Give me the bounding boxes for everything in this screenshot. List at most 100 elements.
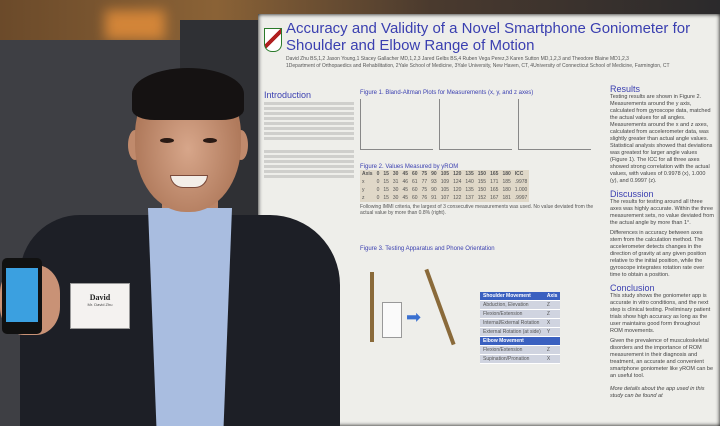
table-cell: 60: [412, 187, 418, 193]
table-cell: 120: [453, 187, 462, 193]
table-cell: 75: [421, 171, 428, 177]
figure2-note: Following IMMI criteria, the largest of …: [360, 204, 594, 216]
table-cell: 165: [490, 187, 499, 193]
results-heading: Results: [610, 84, 641, 94]
table-cell: 60: [412, 171, 418, 177]
arrow-right-icon: ➡: [406, 307, 422, 327]
movement-axis: Y: [543, 327, 561, 337]
movement-axis: X: [543, 354, 561, 364]
hair: [132, 68, 244, 120]
discussion-heading: Discussion: [610, 189, 654, 199]
university-crest-logo: [264, 28, 282, 52]
movement-label: Flexion/Extension: [480, 345, 544, 355]
table-cell: 155: [477, 179, 487, 185]
table-cell: 15: [383, 179, 389, 185]
name-badge: David Mr. David Zhu: [70, 283, 130, 329]
movement-axis: [543, 336, 561, 346]
introduction-heading: Introduction: [264, 90, 312, 100]
table-cell: 31: [392, 179, 399, 185]
table-cell: x: [362, 179, 365, 185]
table-row: y 0 15 30 45 60 75 90 105 120 135 150 165 180 1.000: [360, 186, 529, 194]
table-cell: 45: [402, 187, 409, 193]
table-cell: 181: [502, 195, 511, 201]
figure3-caption: Figure 3. Testing Apparatus and Phone Or…: [360, 246, 495, 252]
table-cell: 135: [465, 187, 474, 193]
table-cell: 107: [440, 195, 450, 201]
table-cell: z: [362, 195, 365, 201]
movement-axis-table: Shoulder Movement Axis Abduction, Elevatio…: [480, 292, 561, 364]
table-cell: ICC: [514, 171, 524, 177]
movement-label: Supination/Pronation: [480, 354, 544, 364]
right-column: Results Testing results are shown in Fig…: [610, 84, 714, 400]
table-cell: 75: [421, 187, 428, 193]
conclusion-text-2: Given the prevalence of musculoskeletal …: [610, 338, 714, 379]
poster-affiliations: 1Department of Orthopaedics and Rehabili…: [286, 63, 670, 69]
table-cell: 165: [490, 171, 499, 177]
figure2: Figure 2. Values Measured by yROM Axis 0 1…: [360, 164, 600, 216]
movement-label: Elbow Movement: [480, 336, 544, 346]
table-cell: 0: [376, 187, 380, 193]
movement-row: External Rotation (at side) Y: [480, 327, 561, 337]
phone-illustration: [382, 302, 402, 338]
movement-axis: Z: [543, 345, 561, 355]
movement-section-header: Shoulder Movement Axis: [480, 292, 561, 301]
bland-altman-plot-y: [439, 99, 512, 150]
movement-axis: Axis: [543, 292, 561, 301]
table-row: z 0 15 30 45 60 76 91 107 122 137 152 167 181.9997: [360, 194, 529, 202]
table-cell: 77: [421, 179, 428, 185]
dress-shirt: [148, 208, 232, 426]
movement-axis: Z: [543, 300, 561, 310]
table-cell: 105: [440, 171, 450, 177]
table-cell: .9997: [514, 195, 528, 201]
conclusion-heading: Conclusion: [610, 283, 655, 293]
table-cell: 15: [383, 195, 389, 201]
table-cell: 180: [502, 171, 511, 177]
movement-label: Abduction, Elevation: [480, 300, 544, 310]
movement-axis: X: [543, 318, 561, 328]
table-cell: 171: [490, 179, 499, 185]
table-cell: 124: [453, 179, 462, 185]
table-cell: y: [362, 187, 365, 193]
movement-label: Flexion/Extension: [480, 309, 544, 319]
table-cell: Axis: [362, 171, 373, 177]
table-cell: 0: [376, 171, 380, 177]
discussion-text-2: Differences in accuracy between axes ste…: [610, 230, 707, 278]
discussion-text: The results for testing around all three…: [610, 199, 714, 226]
table-cell: 1.000: [514, 187, 528, 193]
table-cell: 105: [440, 187, 450, 193]
table-cell: 61: [412, 179, 418, 185]
table-cell: 46: [402, 179, 409, 185]
ceiling-light: [105, 10, 165, 40]
table-cell: 137: [465, 195, 474, 201]
figure1: Figure 1. Bland-Altman Plots for Measure…: [360, 90, 600, 150]
table-cell: 93: [431, 179, 437, 185]
results-text: Testing results are shown in Figure 2. M…: [610, 94, 713, 184]
values-table: Axis 0 15 30 45 60 75 90 105 120 135 150 165 180 ICC x 0…: [360, 170, 530, 202]
table-cell: 91: [431, 195, 437, 201]
table-cell: 90: [431, 171, 437, 177]
testing-apparatus: [370, 272, 374, 342]
table-row: x 0 15 31 46 61 77 93 109 124 140 155 171 185.9978: [360, 178, 529, 186]
eye: [160, 138, 174, 143]
poster-authors: David Zhu BS,1,2 Jason Young,1 Stacey Ga…: [286, 56, 629, 62]
more-details-text: More details about the app used in this …: [610, 386, 705, 399]
table-cell: 135: [465, 171, 474, 177]
movement-row: Flexion/Extension Z: [480, 345, 561, 355]
table-cell: .9978: [514, 179, 528, 185]
movement-row: Internal/External Rotation X: [480, 318, 561, 328]
table-cell: 30: [392, 187, 399, 193]
table-cell: 90: [431, 187, 437, 193]
table-cell: 60: [412, 195, 418, 201]
table-header-row: Axis 0 15 30 45 60 75 90 105 120 135 150 165 180 ICC: [360, 170, 529, 178]
movement-row: Abduction, Elevation Z: [480, 300, 561, 310]
table-cell: 152: [477, 195, 487, 201]
bland-altman-plot-x: [360, 99, 433, 150]
table-cell: 30: [392, 171, 399, 177]
table-cell: 167: [490, 195, 499, 201]
table-cell: 185: [502, 179, 511, 185]
movement-label: Shoulder Movement: [480, 292, 544, 301]
poster-title-line1: Accuracy and Validity of a Novel Smartph…: [286, 20, 691, 37]
movement-row: Supination/Pronation X: [480, 354, 561, 364]
table-cell: 45: [402, 195, 409, 201]
movement-row: Flexion/Extension Z: [480, 309, 561, 319]
